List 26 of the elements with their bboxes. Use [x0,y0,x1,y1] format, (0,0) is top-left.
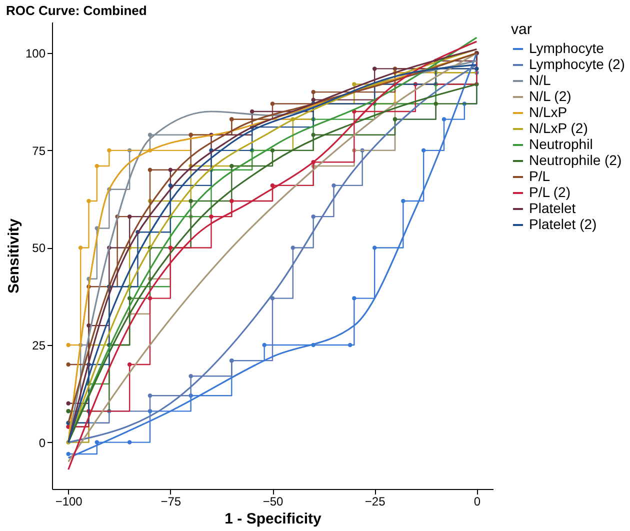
legend-label: Platelet [529,200,576,216]
chart-title: ROC Curve: Combined [6,3,147,18]
x-tick-label: −25 [364,494,386,508]
legend-label: N/L (2) [529,88,572,104]
y-tick-label: 50 [32,241,46,256]
y-tick-label: 100 [25,46,46,61]
y-axis-title: Sensitivity [5,218,22,294]
legend-label: Lymphocyte [529,40,604,56]
legend-label: Platelet (2) [529,216,597,232]
y-tick-label: 25 [32,338,46,353]
y-tick-label: 0 [38,436,46,450]
legend-label: Lymphocyte (2) [529,56,625,72]
x-tick-label: −75 [160,494,182,508]
legend-title: var [511,21,532,38]
legend-label: N/LxP (2) [529,120,588,136]
legend-label: P/L (2) [529,184,570,200]
x-tick-label: 0 [474,494,481,508]
legend-label: N/L [529,72,551,88]
legend-label: Neutrophil [529,136,593,152]
legend-label: N/LxP [529,104,568,120]
y-tick-label: 75 [32,144,46,158]
x-axis-title: 1 - Specificity [224,510,322,528]
legend-label: Neutrophile (2) [529,152,622,168]
legend-label: P/L [529,168,550,184]
x-tick-label: −50 [262,494,284,508]
x-tick-label: −100 [55,494,83,508]
